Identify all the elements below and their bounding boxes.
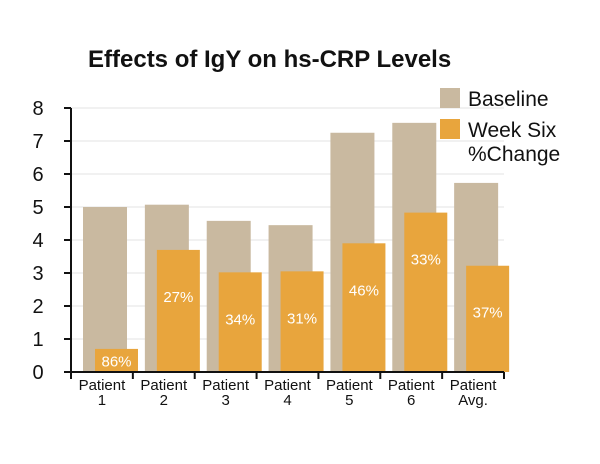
x-tick-label-4: Patient 4 [264,377,312,409]
data-label-4: 31% [287,310,317,327]
x-tick-labels: Patient 1 Patient 2 Patient 3 Patient 4 Patient 5… [79,377,498,409]
week-six-bars [95,212,510,372]
week-six-bar-2 [156,249,200,372]
y-tick-labels: 0 1 2 3 4 5 6 7 8 [32,98,43,384]
week-six-bar-4 [280,271,324,372]
y-tick-label-1: 1 [32,329,43,351]
week-six-bar-5 [342,243,386,372]
x-tick-label-7: Patient Avg. [450,377,498,409]
legend: Baseline Week Six %Change [440,88,560,166]
data-label-3: 34% [225,311,255,328]
x-tick-label-2: Patient 2 [140,377,188,409]
y-tick-label-5: 5 [32,197,43,219]
week-six-bar-1 [95,348,138,372]
x-tick-label-6: Patient 6 [388,377,436,409]
axes [64,107,505,379]
y-tick-label-7: 7 [32,131,43,153]
week-six-bar-7 [466,265,510,372]
baseline-bar-1 [83,207,127,372]
data-labels: 86% 27% 34% 31% 46% 33% 37% [101,252,502,371]
data-label-5: 46% [349,282,379,299]
x-tick-label-1: Patient 1 [79,377,127,409]
x-tick-label-5: Patient 5 [326,377,374,409]
x-tick-label-3: Patient 3 [202,377,250,409]
y-tick-label-3: 3 [32,263,43,285]
week-six-bar-3 [218,272,262,372]
data-label-7: 37% [473,305,503,322]
y-tick-label-2: 2 [32,296,43,318]
week-six-bar-6 [404,212,448,372]
y-tick-label-8: 8 [32,98,43,120]
legend-swatch-2 [440,119,460,139]
data-label-1: 86% [101,353,131,370]
data-label-2: 27% [163,289,193,306]
y-tick-label-4: 4 [32,230,43,252]
chart-title: Effects of IgY on hs-CRP Levels [88,46,451,73]
legend-label-1: Baseline [468,88,549,111]
y-tick-label-0: 0 [32,362,43,384]
data-label-6: 33% [411,252,441,269]
legend-swatch-1 [440,88,460,108]
legend-label-2: Week Six %Change [468,119,560,166]
y-tick-label-6: 6 [32,164,43,186]
